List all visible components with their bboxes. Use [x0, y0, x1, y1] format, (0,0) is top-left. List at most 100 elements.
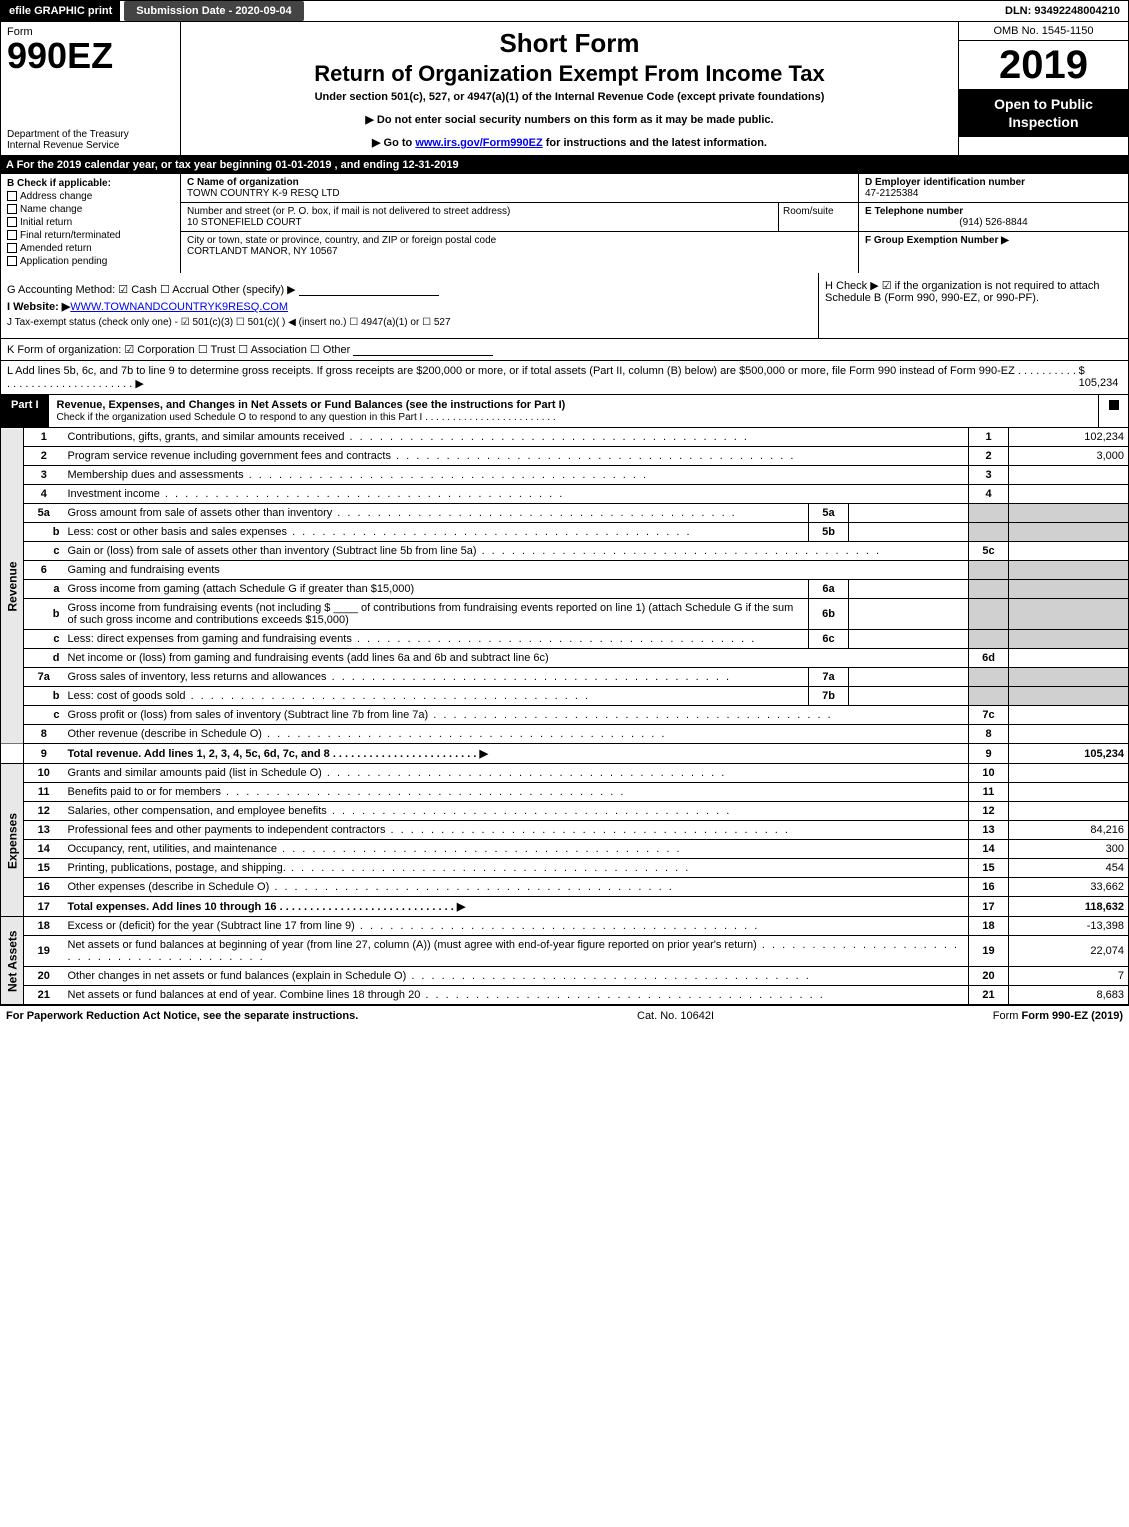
- row-12: 12Salaries, other compensation, and empl…: [1, 802, 1129, 821]
- row-5c: cGain or (loss) from sale of assets othe…: [1, 542, 1129, 561]
- row-10: Expenses 10Grants and similar amounts pa…: [1, 764, 1129, 783]
- row-5b: bLess: cost or other basis and sales exp…: [1, 523, 1129, 542]
- website-line: I Website: ▶WWW.TOWNANDCOUNTRYK9RESQ.COM: [7, 300, 812, 313]
- tax-year: 2019: [959, 41, 1128, 89]
- row-20: 20Other changes in net assets or fund ba…: [1, 967, 1129, 986]
- dept-line-1: Department of the Treasury: [7, 129, 129, 140]
- row-3: 3Membership dues and assessments3: [1, 466, 1129, 485]
- row-13: 13Professional fees and other payments t…: [1, 821, 1129, 840]
- omb-number: OMB No. 1545-1150: [959, 22, 1128, 41]
- dln-label: DLN: 93492248004210: [997, 1, 1128, 21]
- row-14: 14Occupancy, rent, utilities, and mainte…: [1, 840, 1129, 859]
- chk-application-pending[interactable]: Application pending: [7, 256, 174, 267]
- ssn-warning: ▶ Do not enter social security numbers o…: [191, 113, 948, 126]
- goto-pre: ▶ Go to: [372, 137, 415, 149]
- row-5a: 5aGross amount from sale of assets other…: [1, 504, 1129, 523]
- chk-name-change[interactable]: Name change: [7, 204, 174, 215]
- phone-value: (914) 526-8844: [865, 217, 1122, 228]
- entity-info-grid: B Check if applicable: Address change Na…: [0, 174, 1129, 273]
- row-8: 8Other revenue (describe in Schedule O)8: [1, 725, 1129, 744]
- section-b: B Check if applicable: Address change Na…: [1, 174, 181, 273]
- footer-mid: Cat. No. 10642I: [637, 1010, 714, 1022]
- website-link[interactable]: WWW.TOWNANDCOUNTRYK9RESQ.COM: [70, 301, 288, 313]
- row-18: Net Assets 18Excess or (deficit) for the…: [1, 917, 1129, 936]
- part-1-header: Part I Revenue, Expenses, and Changes in…: [0, 395, 1129, 428]
- row-2: 2Program service revenue including gover…: [1, 447, 1129, 466]
- city-label: City or town, state or province, country…: [187, 235, 852, 246]
- phone-label: E Telephone number: [865, 206, 1122, 217]
- row-11: 11Benefits paid to or for members11: [1, 783, 1129, 802]
- chk-initial-return[interactable]: Initial return: [7, 217, 174, 228]
- open-to-public: Open to Public Inspection: [959, 89, 1128, 137]
- efile-print-label[interactable]: efile GRAPHIC print: [1, 1, 120, 21]
- row-7b: bLess: cost of goods sold7b: [1, 687, 1129, 706]
- chk-final-return[interactable]: Final return/terminated: [7, 230, 174, 241]
- row-7c: cGross profit or (loss) from sales of in…: [1, 706, 1129, 725]
- irs-link[interactable]: www.irs.gov/Form990EZ: [415, 137, 542, 149]
- goto-line: ▶ Go to www.irs.gov/Form990EZ for instru…: [191, 136, 948, 149]
- section-h: H Check ▶ ☑ if the organization is not r…: [818, 273, 1128, 338]
- row-21: 21Net assets or fund balances at end of …: [1, 986, 1129, 1005]
- section-b-title: B Check if applicable:: [7, 178, 174, 189]
- goto-post: for instructions and the latest informat…: [543, 137, 767, 149]
- row-1: Revenue 1 Contributions, gifts, grants, …: [1, 428, 1129, 447]
- row-6: 6Gaming and fundraising events: [1, 561, 1129, 580]
- revenue-side-label: Revenue: [1, 428, 24, 744]
- row-6b: bGross income from fundraising events (n…: [1, 599, 1129, 630]
- part-1-tab: Part I: [1, 395, 49, 427]
- chk-address-change[interactable]: Address change: [7, 191, 174, 202]
- org-name-label: C Name of organization: [187, 177, 852, 188]
- row-17: 17Total expenses. Add lines 10 through 1…: [1, 897, 1129, 917]
- netassets-side-label: Net Assets: [1, 917, 24, 1005]
- row-6d: dNet income or (loss) from gaming and fu…: [1, 649, 1129, 668]
- page-footer: For Paperwork Reduction Act Notice, see …: [0, 1005, 1129, 1026]
- row-15: 15Printing, publications, postage, and s…: [1, 859, 1129, 878]
- city: CORTLANDT MANOR, NY 10567: [187, 246, 852, 257]
- department-label: Department of the Treasury Internal Reve…: [7, 129, 174, 151]
- row-4: 4Investment income4: [1, 485, 1129, 504]
- header-center: Short Form Return of Organization Exempt…: [181, 22, 958, 155]
- row-16: 16Other expenses (describe in Schedule O…: [1, 878, 1129, 897]
- footer-left: For Paperwork Reduction Act Notice, see …: [6, 1010, 358, 1022]
- accounting-method: G Accounting Method: ☑ Cash ☐ Accrual Ot…: [7, 283, 812, 296]
- part-1-subtitle: Check if the organization used Schedule …: [57, 412, 556, 423]
- form-header: Form 990EZ Department of the Treasury In…: [0, 22, 1129, 156]
- section-gijh: G Accounting Method: ☑ Cash ☐ Accrual Ot…: [0, 273, 1129, 339]
- tax-exempt-status: J Tax-exempt status (check only one) - ☑…: [7, 317, 812, 328]
- line-l: L Add lines 5b, 6c, and 7b to line 9 to …: [0, 361, 1129, 395]
- row-6c: cLess: direct expenses from gaming and f…: [1, 630, 1129, 649]
- ein-value: 47-2125384: [865, 188, 1122, 199]
- row-19: 19Net assets or fund balances at beginni…: [1, 936, 1129, 967]
- row-7a: 7aGross sales of inventory, less returns…: [1, 668, 1129, 687]
- room-suite-label: Room/suite: [778, 203, 858, 231]
- header-left: Form 990EZ Department of the Treasury In…: [1, 22, 181, 155]
- gij-left: G Accounting Method: ☑ Cash ☐ Accrual Ot…: [1, 273, 818, 338]
- financial-table: Revenue 1 Contributions, gifts, grants, …: [0, 428, 1129, 1005]
- header-right: OMB No. 1545-1150 2019 Open to Public In…: [958, 22, 1128, 155]
- top-bar: efile GRAPHIC print Submission Date - 20…: [0, 0, 1129, 22]
- group-exemption-label: F Group Exemption Number ▶: [865, 235, 1122, 246]
- street: 10 STONEFIELD COURT: [187, 217, 772, 228]
- tax-period-bar: A For the 2019 calendar year, or tax yea…: [0, 156, 1129, 174]
- ein-label: D Employer identification number: [865, 177, 1122, 188]
- part-1-title: Revenue, Expenses, and Changes in Net As…: [49, 395, 1098, 427]
- dept-line-2: Internal Revenue Service: [7, 140, 119, 151]
- row-9: 9Total revenue. Add lines 1, 2, 3, 4, 5c…: [1, 744, 1129, 764]
- row-6a: aGross income from gaming (attach Schedu…: [1, 580, 1129, 599]
- org-name: TOWN COUNTRY K-9 RESQ LTD: [187, 188, 852, 199]
- part-1-checkbox[interactable]: [1098, 395, 1128, 427]
- footer-right: Form Form 990-EZ (2019): [993, 1010, 1123, 1022]
- form-number: 990EZ: [7, 38, 174, 74]
- line-l-value: $ 105,234: [1079, 365, 1122, 390]
- line-l-text: L Add lines 5b, 6c, and 7b to line 9 to …: [7, 365, 1079, 390]
- short-form-title: Short Form: [191, 28, 948, 59]
- chk-amended-return[interactable]: Amended return: [7, 243, 174, 254]
- street-label: Number and street (or P. O. box, if mail…: [187, 206, 772, 217]
- section-def: D Employer identification number 47-2125…: [858, 174, 1128, 273]
- section-c: C Name of organization TOWN COUNTRY K-9 …: [181, 174, 858, 273]
- website-label: I Website: ▶: [7, 301, 70, 313]
- check-icon: [1109, 400, 1119, 410]
- form-of-organization: K Form of organization: ☑ Corporation ☐ …: [0, 339, 1129, 361]
- submission-date-pill: Submission Date - 2020-09-04: [124, 1, 303, 21]
- subtitle: Under section 501(c), 527, or 4947(a)(1)…: [191, 91, 948, 103]
